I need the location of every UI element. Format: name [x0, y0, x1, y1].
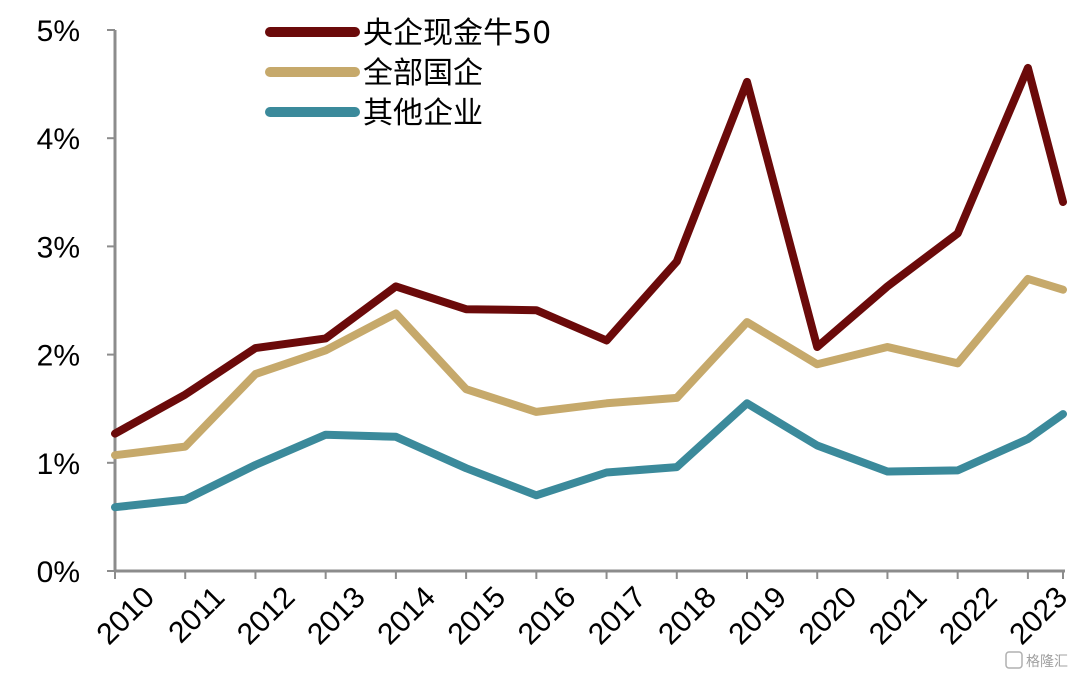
x-tick-label: 2012 [231, 581, 302, 652]
x-tick-label: 2016 [512, 581, 583, 652]
axes: 0% 1% 2% 3% 4% 5% 2010 2011 2012 2013 2014 2015 2016… [37, 15, 1074, 651]
series-line-1 [111, 63, 1067, 438]
y-tick-label: 5% [37, 15, 80, 48]
y-tick-label: 0% [37, 556, 80, 589]
y-tick-label: 2% [37, 340, 80, 373]
watermark-text: 格隆汇 [1026, 654, 1068, 670]
legend-label: 央企现金牛50 [363, 16, 551, 51]
x-tick-label: 2011 [162, 581, 231, 650]
series-layer [111, 63, 1067, 512]
x-tick-label: 2010 [91, 581, 162, 652]
watermark-logo [1005, 651, 1023, 669]
x-tick-label: 2020 [793, 581, 864, 652]
y-tick-label: 4% [37, 123, 80, 156]
x-tick-label: 2014 [371, 581, 442, 652]
x-tick-label: 2017 [582, 581, 653, 652]
watermark: 格隆汇 [1005, 651, 1068, 670]
x-tick-label: 2021 [863, 581, 934, 652]
x-tick-label: 2013 [301, 581, 372, 652]
series-line-2 [111, 274, 1067, 460]
series-line-3 [111, 399, 1067, 512]
y-tick-label: 3% [37, 231, 80, 264]
legend-label: 其他企业 [363, 96, 483, 131]
legend-label: 全部国企 [363, 56, 483, 91]
x-tick-label: 2019 [723, 581, 794, 652]
x-tick-label: 2015 [442, 581, 513, 652]
y-tick-label: 1% [37, 448, 80, 481]
x-tick-label: 2023 [1003, 581, 1074, 652]
x-tick-label: 2018 [652, 581, 723, 652]
x-tick-label: 2022 [933, 581, 1004, 652]
